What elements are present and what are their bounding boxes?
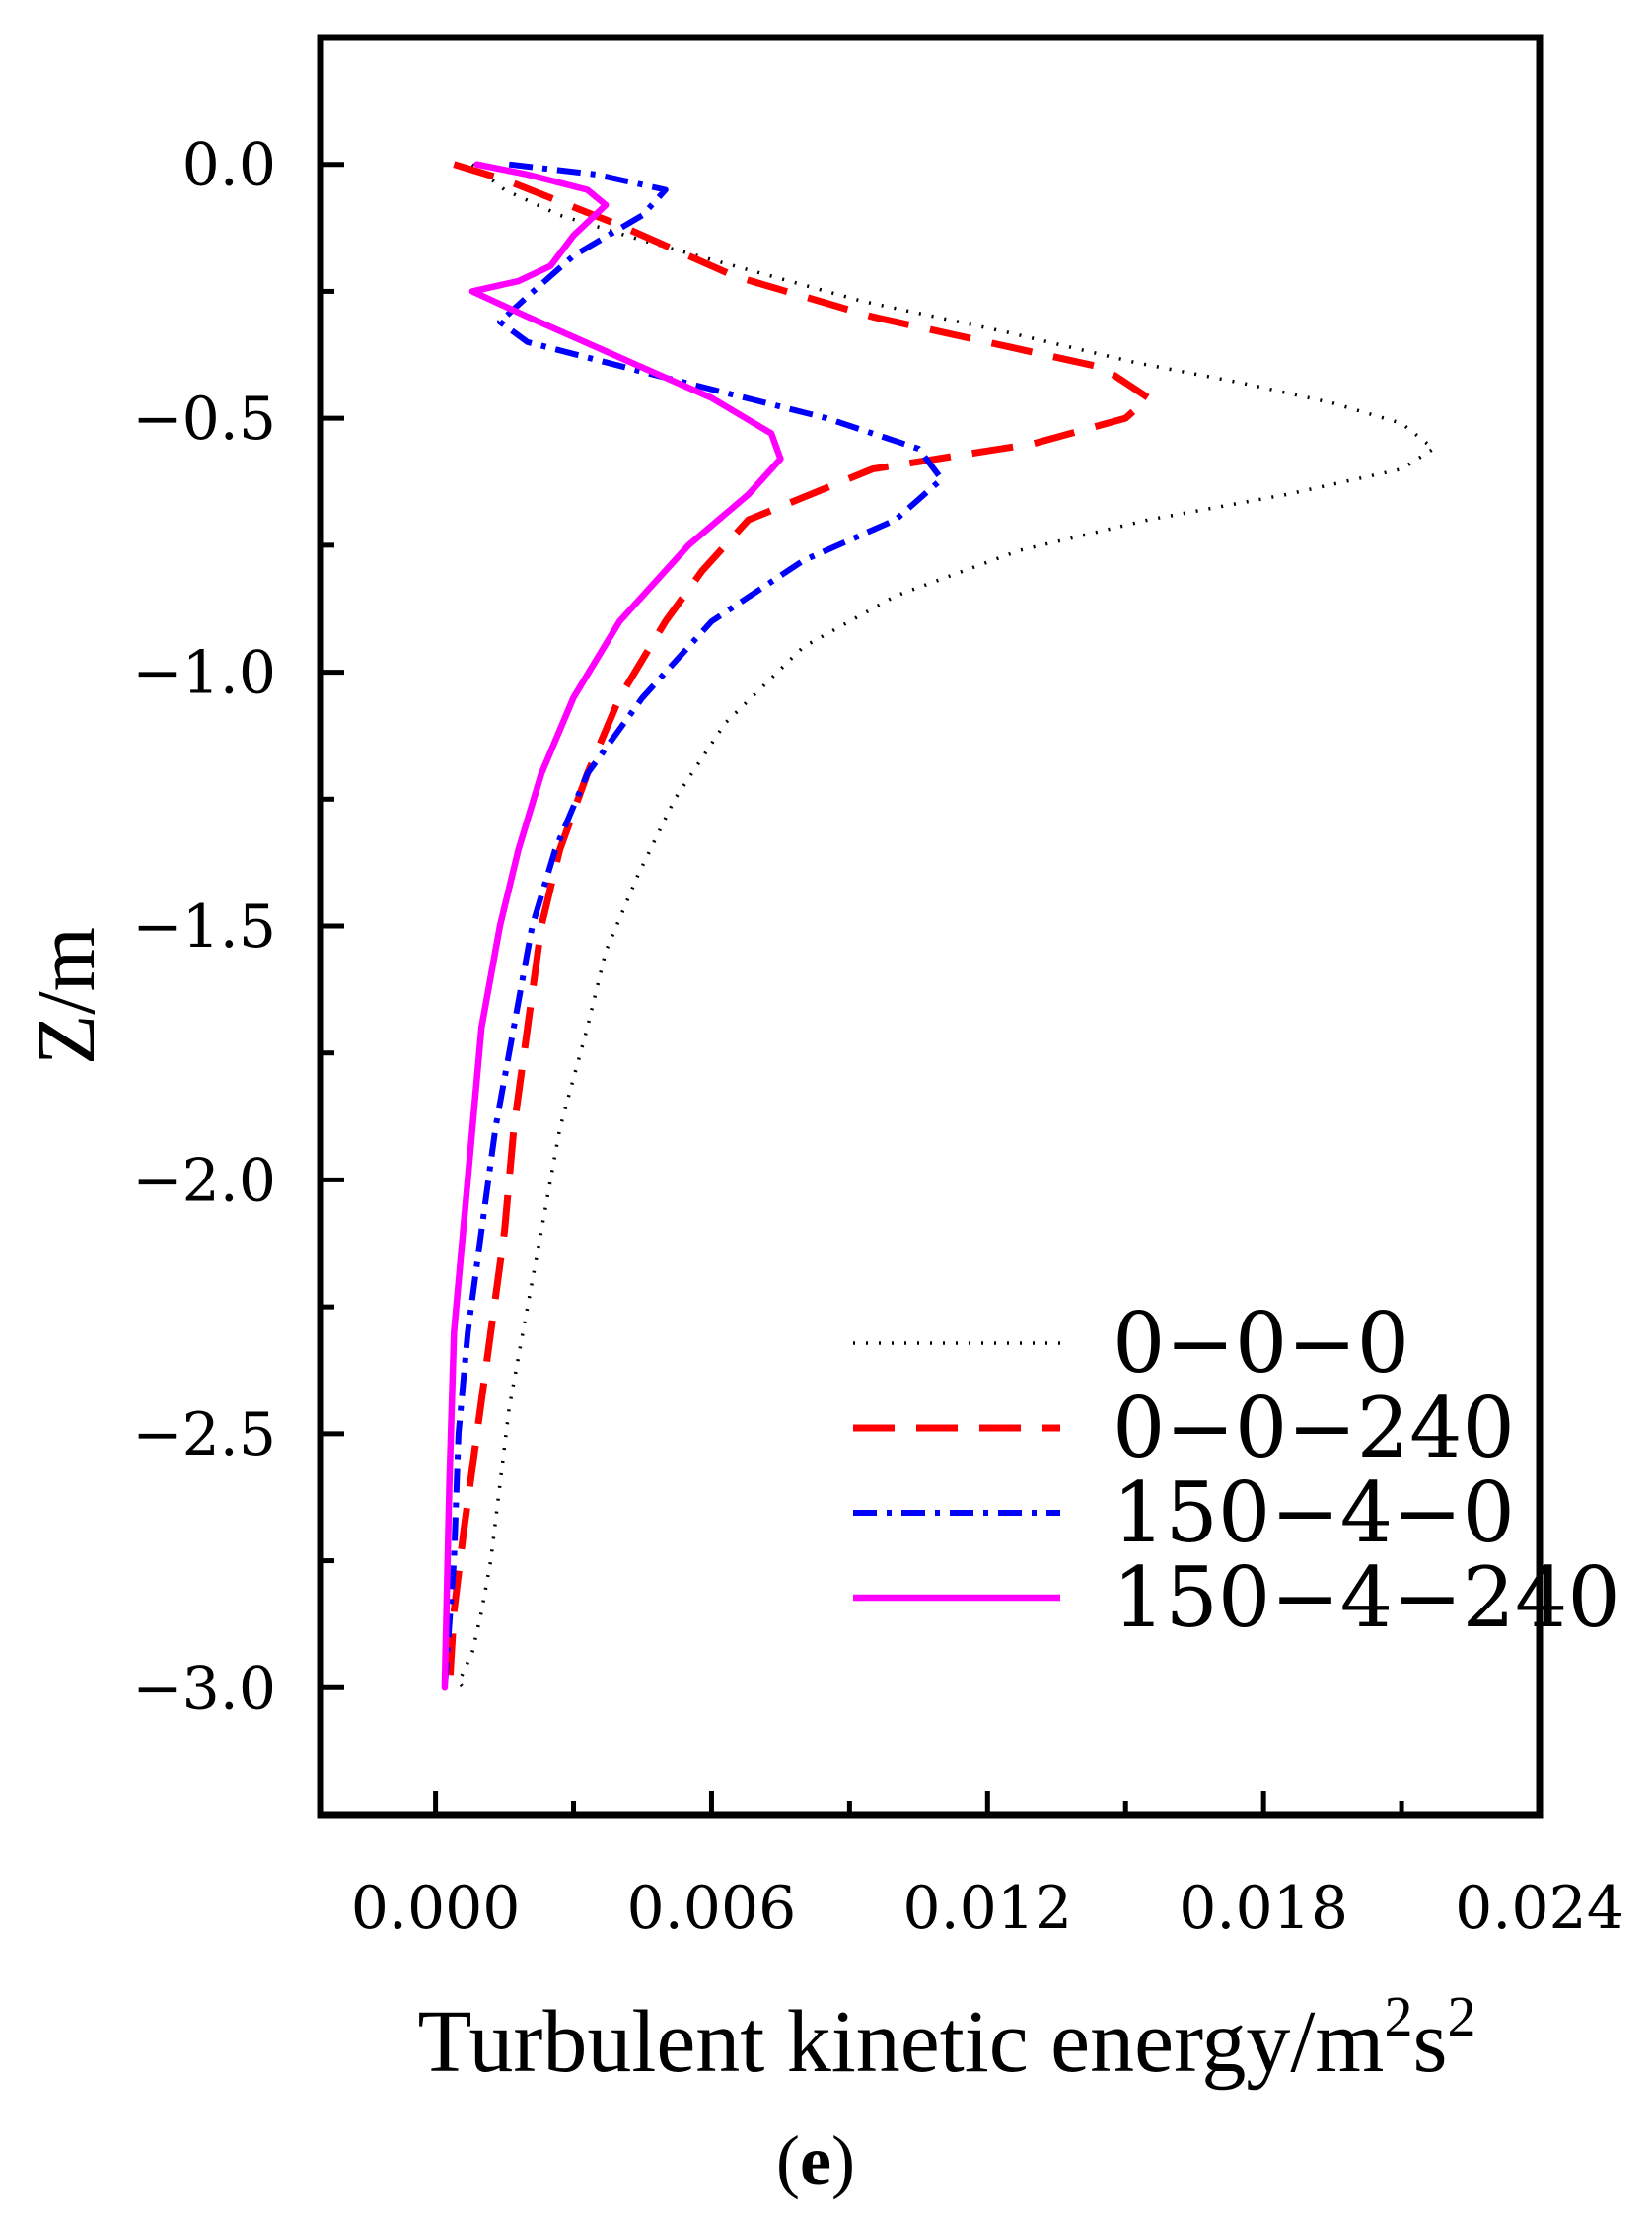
panel-label-close: ) xyxy=(831,2121,855,2200)
y-tick-label: −3.0 xyxy=(132,1654,276,1723)
y-tick-label: −1.0 xyxy=(132,639,276,708)
x-axis-title: Turbulent kinetic energy/m2s2 xyxy=(418,1984,1476,2091)
legend-label-3: 150−4−0 xyxy=(1113,1465,1515,1561)
y-tick-label: 0.0 xyxy=(182,131,276,200)
panel-label: (e) xyxy=(776,2121,855,2200)
x-axis-title-mid: s xyxy=(1412,1993,1447,2091)
plot-frame xyxy=(317,34,1544,1819)
legend-label-4: 150−4−240 xyxy=(1113,1549,1620,1646)
x-tick-label: 0.018 xyxy=(1179,1874,1348,1943)
legend-label-1: 0−0−0 xyxy=(1113,1295,1409,1392)
y-tick-label: −1.5 xyxy=(132,893,276,962)
panel-label-open: ( xyxy=(776,2121,800,2200)
y-axis-title: Z/m xyxy=(21,927,112,1065)
x-axis-title-sup2: 2 xyxy=(1447,1984,1475,2048)
x-tick-label: 0.006 xyxy=(627,1874,797,1943)
y-tick-label: −0.5 xyxy=(132,385,276,454)
series-line-2 xyxy=(446,161,1152,1688)
y-tick-label: −2.0 xyxy=(132,1146,276,1215)
x-tick-label: 0.024 xyxy=(1455,1874,1624,1943)
tick-labels: 0.000 0.006 0.012 0.018 0.024 0.0 −0.5 −1.0 −1.5… xyxy=(132,131,1624,1943)
panel-label-letter: e xyxy=(800,2121,831,2200)
x-axis-title-sup1: 2 xyxy=(1384,1984,1412,2048)
x-axis-title-main: Turbulent kinetic energy/m xyxy=(418,1993,1385,2091)
x-tick-label: 0.012 xyxy=(902,1874,1072,1943)
y-tick-label: −2.5 xyxy=(132,1400,276,1469)
plot-lines xyxy=(441,161,1436,1691)
series-line-4 xyxy=(441,161,784,1691)
legend-label-2: 0−0−240 xyxy=(1113,1380,1515,1476)
x-tick-label: 0.000 xyxy=(351,1874,521,1943)
